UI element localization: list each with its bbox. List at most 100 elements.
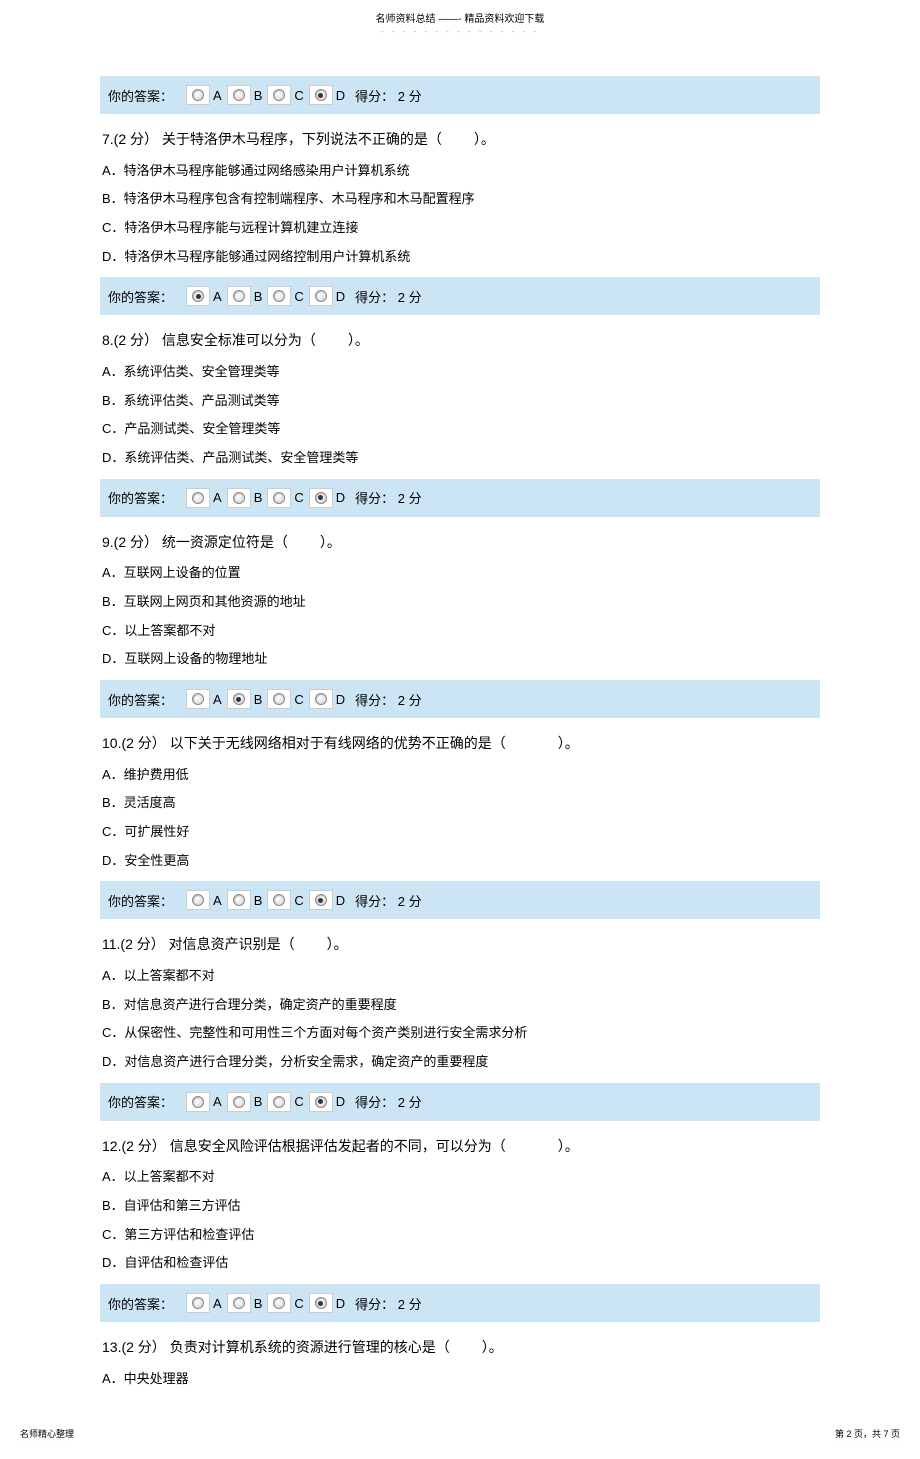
radio-option-B[interactable] [227, 488, 251, 508]
option-letter: D [336, 88, 345, 103]
radio-icon [192, 894, 204, 906]
option-letter: D [336, 490, 345, 505]
question-block: 10.(2 分） 以下关于无线网络相对于有线网络的优势不正确的是（）。 A．维护费… [100, 722, 820, 881]
answer-label: 你的答案： [108, 287, 173, 306]
question-option: B．互联网上网页和其他资源的地址 [102, 588, 818, 617]
radio-icon [315, 693, 327, 705]
radio-option-A[interactable] [186, 1092, 210, 1112]
radio-option-B[interactable] [227, 689, 251, 709]
answer-label: 你的答案： [108, 488, 173, 507]
radio-option-C[interactable] [267, 488, 291, 508]
radio-option-A[interactable] [186, 85, 210, 105]
option-letter: A [213, 490, 222, 505]
radio-icon [273, 894, 285, 906]
question-option: C．可扩展性好 [102, 818, 818, 847]
radio-icon [233, 894, 245, 906]
radio-option-D[interactable] [309, 85, 333, 105]
radio-option-B[interactable] [227, 890, 251, 910]
question-option: D．特洛伊木马程序能够通过网络控制用户计算机系统 [102, 243, 818, 272]
radio-icon [315, 290, 327, 302]
option-letter: B [254, 1296, 263, 1311]
radio-option-C[interactable] [267, 890, 291, 910]
radio-option-A[interactable] [186, 890, 210, 910]
option-letter: B [254, 1094, 263, 1109]
option-letter: D [336, 1094, 345, 1109]
question-option: D．互联网上设备的物理地址 [102, 645, 818, 674]
radio-option-A[interactable] [186, 286, 210, 306]
option-letter: C [294, 289, 303, 304]
question-option: B．对信息资产进行合理分类，确定资产的重要程度 [102, 991, 818, 1020]
radio-option-D[interactable] [309, 488, 333, 508]
option-letter: D [336, 893, 345, 908]
option-letter: D [336, 1296, 345, 1311]
score-text: 得分： 2 分 [355, 690, 421, 709]
footer-right: 第 2 页，共 7 页 [833, 1427, 900, 1440]
radio-option-C[interactable] [267, 85, 291, 105]
radio-option-D[interactable] [309, 286, 333, 306]
score-text: 得分： 2 分 [355, 287, 421, 306]
answer-bar: 你的答案：ABCD得分： 2 分 [100, 1083, 820, 1121]
radio-option-B[interactable] [227, 1092, 251, 1112]
radio-icon [233, 1297, 245, 1309]
question-option: A．维护费用低 [102, 761, 818, 790]
question-option: C．以上答案都不对 [102, 617, 818, 646]
radio-icon [315, 89, 327, 101]
radio-option-D[interactable] [309, 689, 333, 709]
question-title: 12.(2 分） 信息安全风险评估根据评估发起者的不同，可以分为（）。 [102, 1133, 818, 1160]
footer-left: 名师精心整理 [20, 1427, 74, 1440]
radio-icon [273, 492, 285, 504]
question-option: C．从保密性、完整性和可用性三个方面对每个资产类别进行安全需求分析 [102, 1019, 818, 1048]
radio-icon [192, 290, 204, 302]
radio-icon [273, 693, 285, 705]
answer-bar: 你的答案：ABCD得分： 2 分 [100, 680, 820, 718]
radio-option-D[interactable] [309, 1092, 333, 1112]
answer-label: 你的答案： [108, 1294, 173, 1313]
radio-option-C[interactable] [267, 286, 291, 306]
radio-option-C[interactable] [267, 1092, 291, 1112]
question-option: C．产品测试类、安全管理类等 [102, 415, 818, 444]
question-title: 9.(2 分） 统一资源定位符是（）。 [102, 529, 818, 556]
question-option: A．系统评估类、安全管理类等 [102, 358, 818, 387]
option-letter: B [254, 692, 263, 707]
question-option: C．第三方评估和检查评估 [102, 1221, 818, 1250]
radio-option-B[interactable] [227, 1293, 251, 1313]
radio-icon [273, 1096, 285, 1108]
option-letter: D [336, 289, 345, 304]
page-footer: 名师精心整理 . . . . . . . 第 2 页，共 7 页 . . . .… [0, 1427, 920, 1447]
question-option: B．系统评估类、产品测试类等 [102, 387, 818, 416]
radio-option-C[interactable] [267, 689, 291, 709]
option-letter: C [294, 1094, 303, 1109]
option-letter: B [254, 490, 263, 505]
question-option: D．自评估和检查评估 [102, 1249, 818, 1278]
score-text: 得分： 2 分 [355, 1092, 421, 1111]
radio-icon [192, 693, 204, 705]
radio-option-A[interactable] [186, 488, 210, 508]
question-option: B．特洛伊木马程序包含有控制端程序、木马程序和木马配置程序 [102, 185, 818, 214]
radio-icon [273, 1297, 285, 1309]
radio-option-A[interactable] [186, 1293, 210, 1313]
question-option: D．系统评估类、产品测试类、安全管理类等 [102, 444, 818, 473]
question-option: B．灵活度高 [102, 789, 818, 818]
radio-option-B[interactable] [227, 286, 251, 306]
radio-icon [192, 1096, 204, 1108]
radio-option-C[interactable] [267, 1293, 291, 1313]
question-title: 10.(2 分） 以下关于无线网络相对于有线网络的优势不正确的是（）。 [102, 730, 818, 757]
radio-option-A[interactable] [186, 689, 210, 709]
question-option: C．特洛伊木马程序能与远程计算机建立连接 [102, 214, 818, 243]
question-option: A．特洛伊木马程序能够通过网络感染用户计算机系统 [102, 157, 818, 186]
question-option: D．安全性更高 [102, 847, 818, 876]
radio-option-D[interactable] [309, 1293, 333, 1313]
question-title: 7.(2 分） 关于特洛伊木马程序，下列说法不正确的是（）。 [102, 126, 818, 153]
option-letter: B [254, 289, 263, 304]
radio-icon [233, 492, 245, 504]
option-letter: C [294, 893, 303, 908]
radio-option-B[interactable] [227, 85, 251, 105]
answer-label: 你的答案： [108, 891, 173, 910]
score-text: 得分： 2 分 [355, 1294, 421, 1313]
radio-icon [233, 89, 245, 101]
question-block: 8.(2 分） 信息安全标准可以分为（）。A．系统评估类、安全管理类等B．系统评… [100, 319, 820, 478]
question-title: 13.(2 分） 负责对计算机系统的资源进行管理的核心是（）。 [102, 1334, 818, 1361]
option-letter: B [254, 893, 263, 908]
radio-option-D[interactable] [309, 890, 333, 910]
answer-bar: 你的答案：ABCD得分： 2 分 [100, 479, 820, 517]
